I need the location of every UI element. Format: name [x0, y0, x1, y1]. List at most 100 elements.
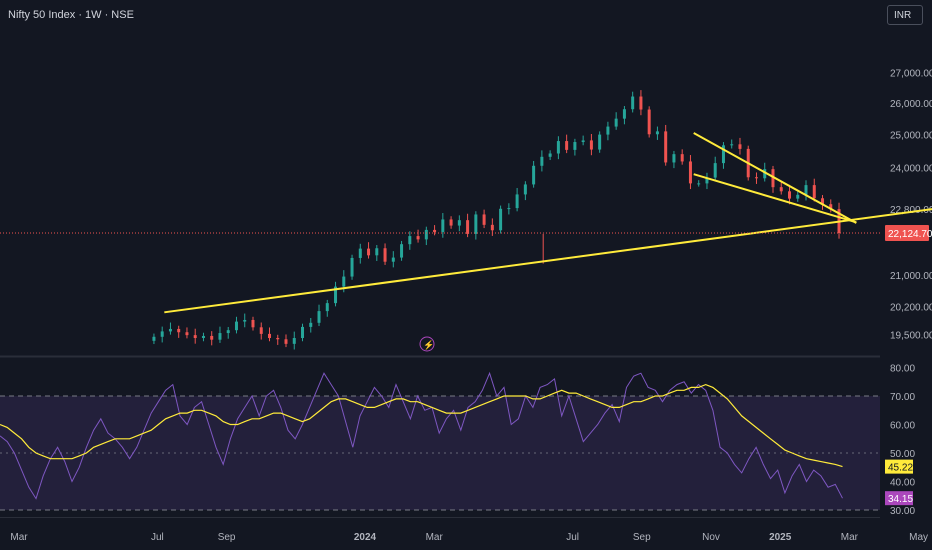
- candle-body: [424, 229, 428, 240]
- rsi-tick-label: 30.00: [890, 506, 915, 517]
- candle-body: [210, 335, 214, 340]
- candle-body: [400, 244, 404, 258]
- candle-body: [474, 214, 478, 234]
- rsi-tick-label: 80.00: [890, 364, 915, 375]
- rsi-ma-line: [0, 383, 843, 468]
- last-price-tag: [885, 225, 929, 241]
- candle-body: [433, 229, 437, 233]
- candle-body: [581, 140, 585, 143]
- rsi-tick-label: 40.00: [890, 478, 915, 489]
- candle-body: [251, 319, 255, 328]
- rsi-label: 34.15: [888, 494, 913, 505]
- time-tick-label: Jul: [151, 532, 164, 543]
- candle-body: [713, 163, 717, 178]
- candle-body: [243, 319, 247, 322]
- candle-body: [540, 156, 544, 166]
- rsi-tag: [885, 491, 913, 506]
- candle-body: [565, 141, 569, 150]
- candle-body: [350, 257, 354, 277]
- candle-body: [499, 208, 503, 231]
- candle-body: [589, 140, 593, 150]
- candle-body: [664, 131, 668, 163]
- candle-body: [383, 248, 387, 262]
- candle-body: [449, 219, 453, 226]
- time-tick-label: Jul: [566, 532, 579, 543]
- candle-body: [829, 204, 833, 210]
- candle-body: [721, 145, 725, 164]
- candle-body: [779, 187, 783, 192]
- time-tick-label: Nov: [702, 532, 720, 543]
- price-tick-label: 21,000.00: [890, 271, 932, 282]
- event-badge: [419, 336, 435, 352]
- candle-body: [771, 169, 775, 188]
- price-tick-label: 25,000.00: [890, 131, 932, 142]
- candle-body: [515, 194, 519, 209]
- candle-body: [738, 144, 742, 149]
- price-tick-label: 22,800.00: [890, 205, 932, 216]
- rsi-ma-tag: [885, 459, 913, 474]
- candle-body: [177, 328, 181, 333]
- time-tick-label: 2024: [354, 532, 377, 543]
- time-tick-label: Sep: [633, 532, 651, 543]
- candle-body: [532, 165, 536, 185]
- candle-body: [466, 220, 470, 234]
- candle-body: [796, 194, 800, 199]
- candle-body: [342, 276, 346, 287]
- candle-body: [655, 131, 659, 135]
- candle-body: [672, 154, 676, 163]
- candle-body: [705, 177, 709, 184]
- candle-body: [259, 327, 263, 334]
- candle-body: [267, 333, 271, 339]
- candle-body: [556, 141, 560, 154]
- price-tick-label: 26,000.00: [890, 99, 932, 110]
- candle-body: [160, 331, 164, 337]
- time-tick-label: Mar: [426, 532, 444, 543]
- candle-body: [375, 248, 379, 256]
- candle-body: [408, 236, 412, 245]
- candle-body: [606, 126, 610, 135]
- candle-body: [688, 161, 692, 184]
- rsi-ma-label: 45.22: [888, 463, 913, 474]
- candle-body: [234, 321, 238, 331]
- candle-body: [334, 286, 338, 304]
- trendline: [693, 173, 857, 224]
- candle-body: [622, 109, 626, 119]
- candle-body: [573, 142, 577, 150]
- price-tick-label: 20,200.00: [890, 302, 932, 313]
- candle-body: [168, 328, 172, 332]
- candle-body: [680, 154, 684, 162]
- candle-body: [193, 335, 197, 339]
- candle-body: [730, 144, 734, 146]
- candle-body: [226, 330, 230, 334]
- candle-body: [787, 191, 791, 199]
- trendline: [693, 132, 857, 224]
- candle-body: [490, 224, 494, 231]
- candle-body: [317, 311, 321, 323]
- currency-button[interactable]: INR: [887, 5, 923, 25]
- time-tick-label: Mar: [841, 532, 859, 543]
- candle-body: [276, 338, 280, 340]
- candle-body: [358, 248, 362, 258]
- candle-body: [284, 339, 288, 344]
- candle-body: [697, 183, 701, 185]
- price-tick-label: 24,000.00: [890, 163, 932, 174]
- symbol-title[interactable]: Nifty 50 Index · 1W · NSE: [8, 9, 134, 21]
- candle-body: [301, 326, 305, 339]
- candle-body: [292, 338, 296, 344]
- candle-body: [614, 118, 618, 127]
- candle-body: [185, 332, 189, 336]
- price-tick-label: 27,000.00: [890, 69, 932, 80]
- candle-body: [598, 134, 602, 150]
- candle-body: [201, 335, 205, 339]
- candle-body: [647, 109, 651, 135]
- candle-body: [482, 214, 486, 225]
- time-tick-label: Sep: [218, 532, 236, 543]
- candle-body: [325, 303, 329, 312]
- candle-body: [507, 208, 511, 210]
- last-price-label: 22,124.70: [888, 229, 932, 240]
- trendline: [164, 208, 932, 314]
- candle-body: [441, 219, 445, 233]
- candle-body: [416, 236, 420, 240]
- candle-body: [812, 185, 816, 199]
